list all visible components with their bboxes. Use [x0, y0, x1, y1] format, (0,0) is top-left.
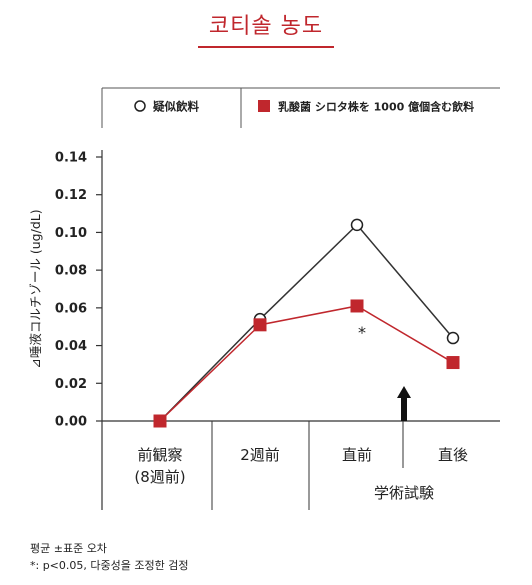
x-tick-label: (8週前) [134, 468, 185, 486]
footnote-significance: *: p<0.05, 다중성을 조정한 검정 [30, 559, 189, 572]
legend-label-lactic: 乳酸菌 シロタ株を 1000 億個含む飲料 [278, 100, 474, 114]
series-line-lactic [159, 305, 454, 422]
y-axis-label: ⊿唾液コルチゾール (ug/dL) [28, 209, 43, 368]
x-tick-label: 直後 [438, 446, 468, 464]
x-tick-label: 2週前 [240, 446, 280, 464]
data-point-lactic [350, 299, 364, 313]
data-point-placebo [446, 331, 460, 345]
legend-marker-placebo [134, 100, 146, 112]
y-tick-label: 0.00 [55, 415, 87, 430]
event-label: 学術試験 [374, 484, 434, 502]
legend-marker-lactic [258, 100, 270, 112]
data-point-lactic [253, 318, 267, 332]
footnote-mean-se: 평균 ±표준 오차 [30, 542, 107, 555]
y-tick-label: 0.02 [55, 377, 87, 392]
x-tick-label: 直前 [342, 446, 372, 464]
title-underline [198, 46, 334, 48]
y-tick-label: 0.12 [55, 188, 87, 203]
y-tick-label: 0.06 [55, 301, 87, 316]
data-point-placebo [350, 218, 364, 232]
data-point-lactic [446, 356, 460, 370]
event-arrow-head [397, 386, 411, 398]
y-tick-label: 0.04 [55, 339, 87, 354]
data-point-lactic [153, 414, 167, 428]
event-arrow-shaft [401, 398, 407, 421]
y-tick-label: 0.14 [55, 151, 87, 166]
series-line-placebo [159, 223, 454, 422]
page-title: 코티솔 농도 [208, 14, 324, 39]
significance-marker: * [358, 323, 366, 342]
y-tick-label: 0.08 [55, 264, 87, 279]
legend-label-placebo: 疑似飲料 [153, 100, 199, 114]
x-tick-label: 前観察 [137, 446, 182, 464]
y-tick-label: 0.10 [55, 226, 87, 241]
